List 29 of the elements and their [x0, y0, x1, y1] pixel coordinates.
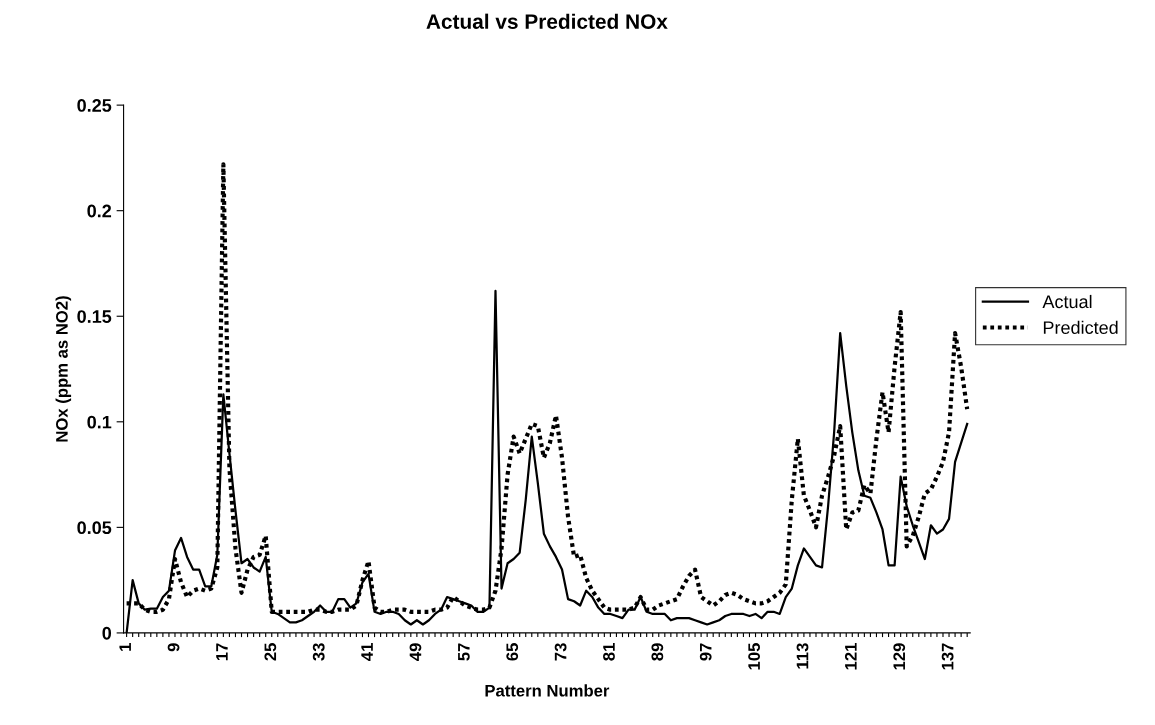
x-tick-label: 33 — [312, 643, 325, 661]
y-axis-title: NOx (ppm as NO2) — [55, 296, 72, 442]
x-tick-label: 105 — [748, 643, 760, 670]
y-tick-label: 0.15 — [77, 310, 112, 323]
x-tick-label: 41 — [361, 643, 373, 661]
x-tick-label: 81 — [603, 643, 615, 661]
x-tick-label: 17 — [216, 643, 228, 661]
x-tick-label: 113 — [796, 643, 809, 669]
y-tick-label: 0.25 — [77, 99, 112, 112]
x-tick-label: 9 — [167, 643, 180, 652]
x-tick-label: 57 — [458, 643, 470, 661]
x-tick-label: 129 — [893, 643, 906, 670]
x-tick-label: 97 — [699, 643, 712, 661]
x-tick-label: 121 — [844, 643, 857, 670]
x-tick-label: 73 — [554, 643, 567, 661]
y-tick-label: 0.1 — [87, 415, 112, 429]
legend-label: Predicted — [1043, 320, 1118, 335]
chart-title: Actual vs Predicted NOx — [426, 13, 668, 29]
x-tick-label: 137 — [941, 643, 954, 670]
y-tick-label: 0 — [102, 626, 112, 640]
y-tick-label: 0.2 — [87, 204, 112, 218]
x-tick-label: 49 — [409, 643, 422, 661]
y-tick-label: 0.05 — [77, 521, 112, 535]
x-tick-label: 1 — [119, 643, 131, 651]
x-axis-title: Pattern Number — [485, 684, 610, 697]
x-tick-label: 89 — [651, 643, 664, 661]
x-tick-label: 65 — [506, 643, 519, 661]
x-tick-label: 25 — [264, 643, 277, 661]
legend-label: Actual — [1042, 294, 1092, 309]
